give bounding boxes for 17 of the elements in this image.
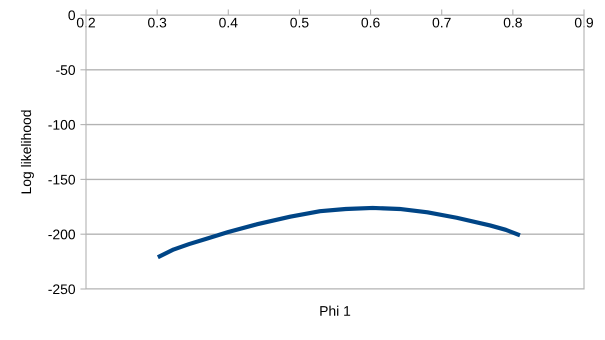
x-tick-label: 0.6 [361, 18, 380, 28]
x-tick-label: 0.4 [219, 18, 238, 28]
y-axis-title: Log likelihood [20, 110, 34, 194]
x-tick-label: 0.9 [574, 18, 593, 28]
y-tick-label: -250 [48, 284, 76, 294]
x-tick-label: 0.2 [76, 18, 95, 28]
x-tick-label: 0.3 [148, 18, 166, 28]
y-tick-label: -100 [48, 120, 76, 130]
y-tick-label: -200 [48, 230, 76, 240]
x-tick-label: 0.5 [290, 18, 308, 28]
y-tick-label: 0 [68, 10, 76, 20]
x-axis-title: Phi 1 [320, 306, 350, 316]
line-series [156, 206, 522, 260]
x-tick-label: 0.7 [432, 18, 451, 28]
x-tick-label: 0.8 [504, 18, 522, 28]
y-tick-label: -50 [56, 65, 76, 75]
y-tick-label: -150 [48, 174, 76, 185]
